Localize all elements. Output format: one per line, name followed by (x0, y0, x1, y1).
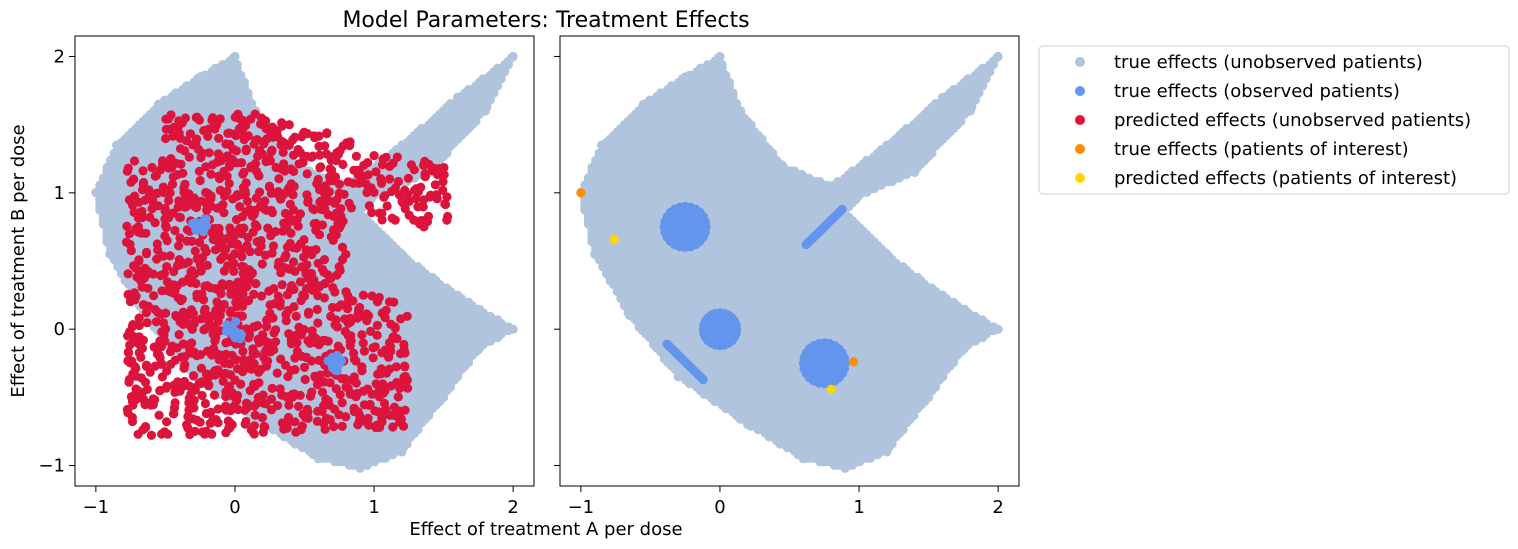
chart-title: Model Parameters: Treatment Effects (342, 8, 749, 33)
left-true-unobserved-point (243, 88, 253, 98)
left-true-unobserved-point (247, 99, 257, 109)
left-plot-area (91, 51, 518, 473)
left-true-unobserved-point (236, 70, 246, 80)
left-true-unobserved-point (232, 60, 242, 70)
left-true-unobserved-point (239, 77, 249, 87)
